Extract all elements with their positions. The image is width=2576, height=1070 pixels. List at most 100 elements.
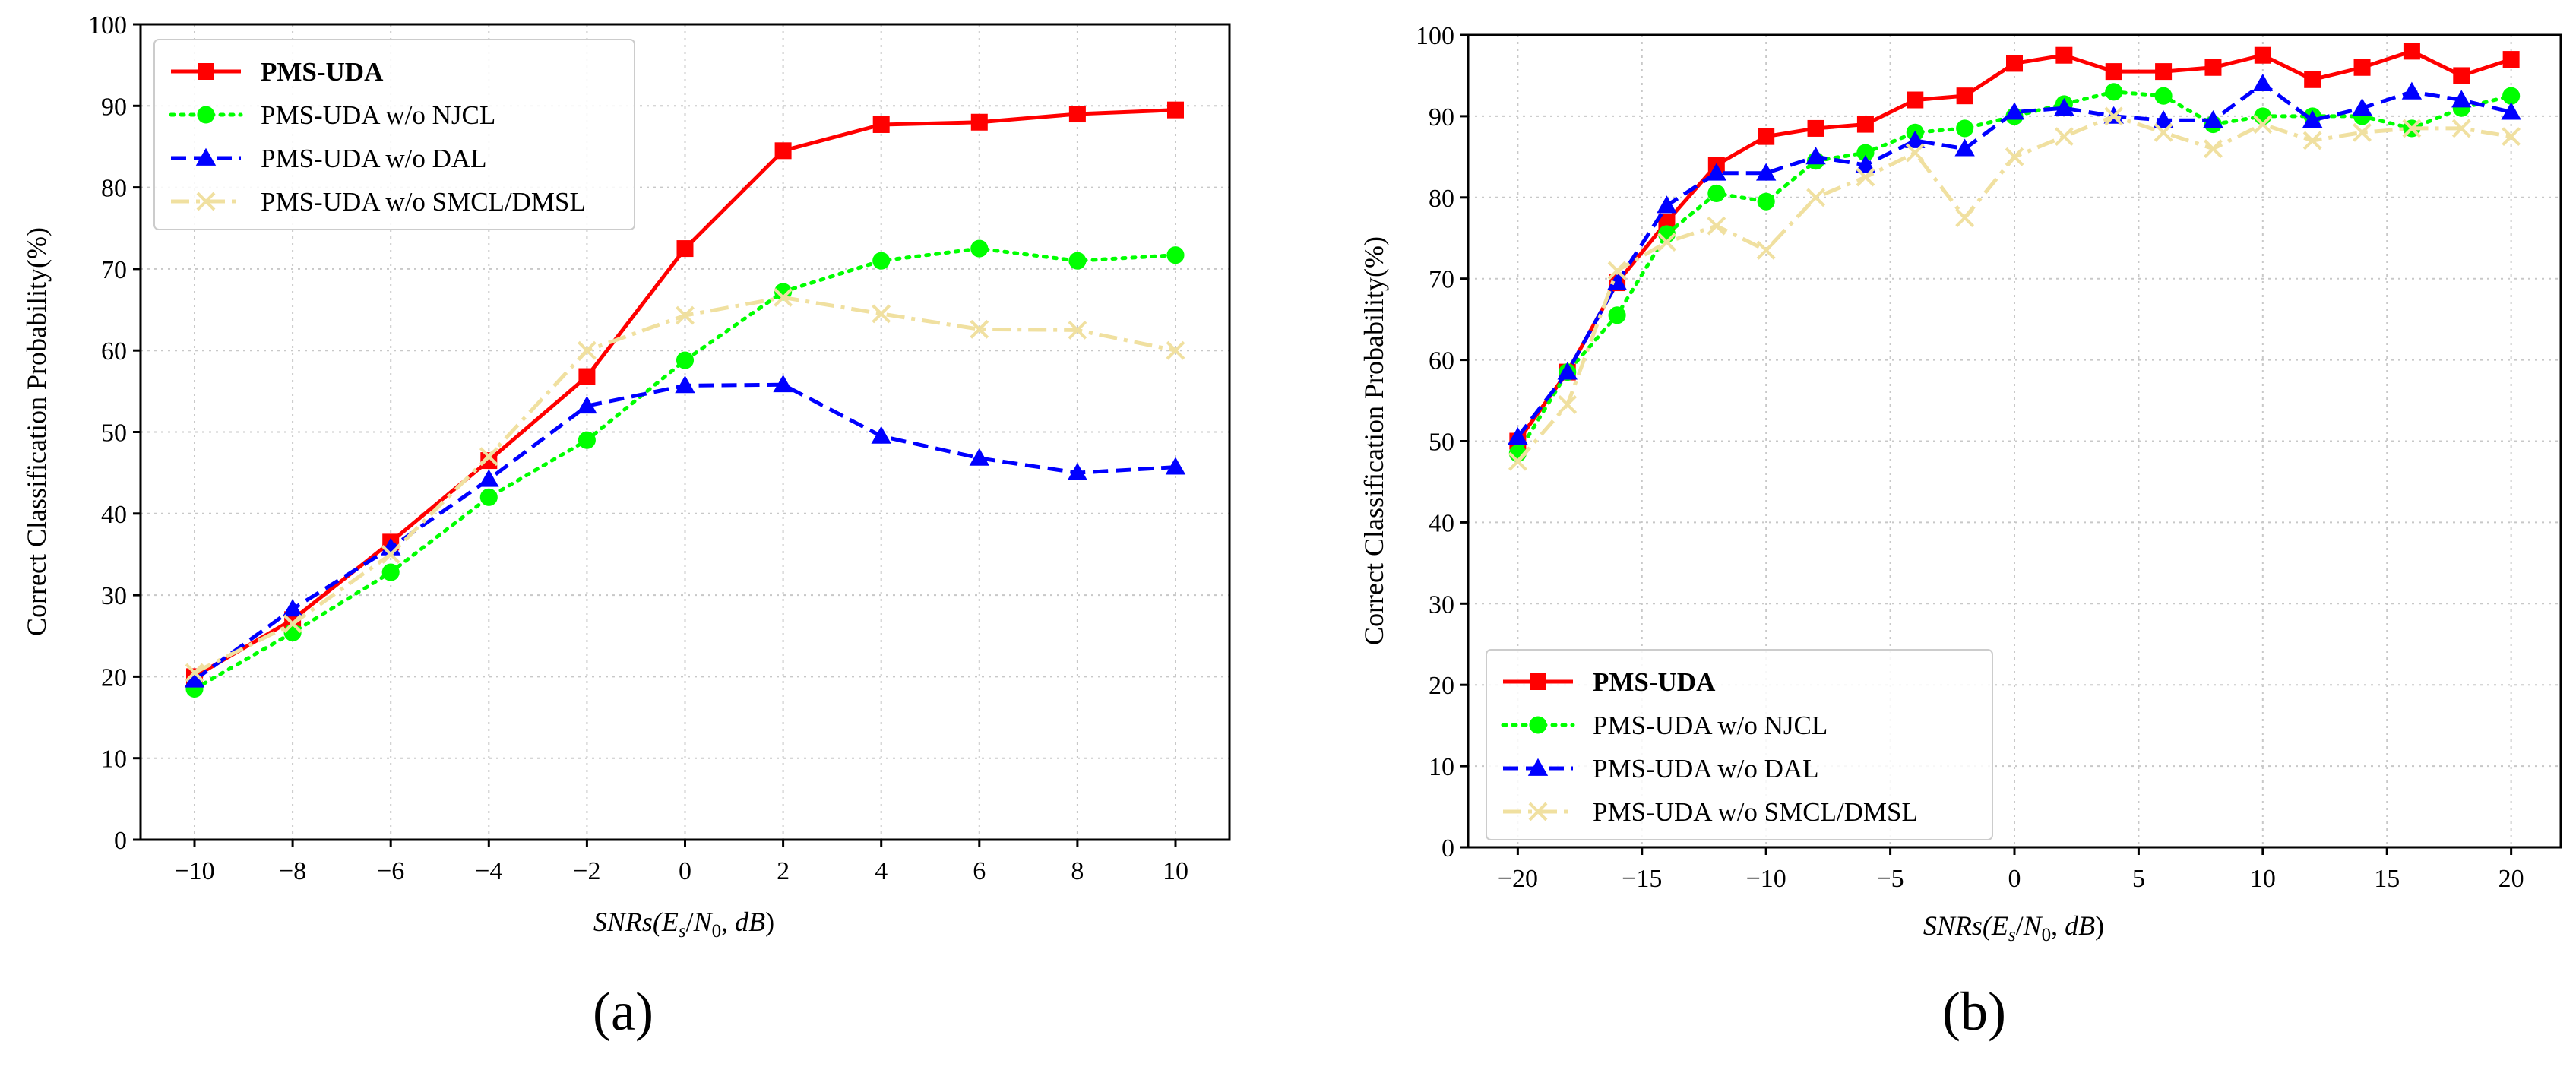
y-tick-label: 20 bbox=[101, 663, 127, 692]
data-point bbox=[479, 469, 499, 487]
x-tick-label: 4 bbox=[875, 857, 888, 885]
x-tick-label: −6 bbox=[377, 857, 404, 885]
legend-label: PMS-UDA bbox=[1593, 667, 1716, 697]
data-point bbox=[2055, 46, 2073, 64]
data-point bbox=[578, 368, 596, 385]
data-point bbox=[2453, 67, 2470, 84]
data-point bbox=[1165, 457, 1186, 475]
x-axis-label-part: dB bbox=[2065, 910, 2095, 941]
x-tick-label: −10 bbox=[1746, 865, 1786, 893]
legend-label: PMS-UDA bbox=[261, 57, 384, 87]
data-point bbox=[2501, 102, 2521, 120]
data-point bbox=[479, 447, 498, 467]
data-point bbox=[1657, 195, 1677, 214]
x-axis-label: SNRs(Es/N0, dB) bbox=[593, 907, 774, 942]
data-point bbox=[1607, 261, 1627, 280]
series-line bbox=[1515, 90, 2514, 456]
data-point bbox=[2401, 81, 2423, 100]
data-point bbox=[1856, 116, 1874, 133]
data-point bbox=[1707, 216, 1726, 236]
data-point bbox=[2203, 110, 2223, 128]
data-point bbox=[2105, 83, 2123, 101]
data-point bbox=[1707, 184, 1726, 203]
data-point bbox=[675, 375, 695, 394]
legend-marker bbox=[196, 192, 216, 211]
y-axis-label: Correct Classification Probability(%) bbox=[21, 227, 52, 636]
x-tick-label: 10 bbox=[2250, 865, 2276, 893]
data-point bbox=[184, 670, 205, 688]
data-point bbox=[1856, 144, 1875, 162]
legend-marker bbox=[1530, 673, 1546, 690]
chart-a: −10 −8 −6 −4 −2 0 2 4 6 8 100102030405060708090100… bbox=[21, 11, 1231, 1042]
data-point bbox=[1558, 394, 1578, 414]
data-point bbox=[2304, 71, 2321, 88]
series-pms-uda-w-o-njcl bbox=[1508, 83, 2521, 463]
y-tick-label: 30 bbox=[1429, 590, 1454, 619]
legend: PMS-UDA PMS-UDA w/o NJCL PMS-UDA w/o DAL PM… bbox=[1486, 649, 1993, 840]
x-axis-label-part: E bbox=[661, 907, 679, 937]
x-tick-label: −5 bbox=[1876, 865, 1904, 893]
data-point bbox=[480, 452, 498, 470]
x-axis-label-part: SNRs( bbox=[1923, 910, 1993, 941]
y-tick-label: 70 bbox=[1429, 266, 1454, 294]
data-point bbox=[773, 375, 793, 393]
data-point bbox=[578, 431, 596, 449]
data-point bbox=[872, 252, 891, 270]
data-point bbox=[1657, 233, 1676, 252]
x-tick-label: 0 bbox=[2008, 865, 2021, 893]
y-tick-label: 60 bbox=[1429, 347, 1454, 375]
y-tick-label: 70 bbox=[101, 256, 127, 284]
data-point bbox=[2451, 119, 2471, 138]
data-point bbox=[1905, 143, 1925, 163]
x-axis-label-part: ) bbox=[765, 907, 774, 937]
legend-marker bbox=[197, 106, 215, 124]
x-tick-label: 2 bbox=[777, 857, 790, 885]
data-point bbox=[2402, 119, 2422, 138]
data-point bbox=[2451, 90, 2472, 108]
data-point bbox=[1067, 462, 1088, 481]
y-tick-label: 10 bbox=[1429, 753, 1454, 781]
data-point bbox=[1608, 306, 1626, 324]
data-point bbox=[2054, 127, 2074, 147]
x-axis-label-part: dB bbox=[735, 907, 765, 937]
x-axis-label-part: N bbox=[693, 907, 714, 937]
x-tick-label: 10 bbox=[1163, 857, 1188, 885]
data-point bbox=[676, 351, 695, 369]
data-point bbox=[283, 623, 302, 642]
data-point bbox=[1905, 130, 1926, 148]
data-point bbox=[2254, 46, 2271, 64]
data-point bbox=[1856, 167, 1875, 187]
data-point bbox=[2105, 63, 2122, 81]
data-point bbox=[1557, 362, 1578, 380]
series-pms-uda-w-o-smcl-dmsl bbox=[185, 288, 1185, 682]
data-point bbox=[1955, 208, 1975, 227]
data-point bbox=[1758, 128, 1775, 145]
legend-marker bbox=[1528, 802, 1548, 821]
data-point bbox=[774, 283, 793, 301]
data-point bbox=[1956, 119, 1974, 138]
data-point bbox=[872, 304, 891, 324]
data-point bbox=[1806, 188, 1825, 207]
y-axis-label: Correct Classification Probability(%) bbox=[1359, 236, 1389, 645]
x-axis-label-part: N bbox=[2023, 910, 2043, 941]
x-tick-label: 5 bbox=[2132, 865, 2145, 893]
y-tick-label: 80 bbox=[1429, 185, 1454, 213]
x-axis-label-part: ) bbox=[2095, 910, 2104, 941]
x-axis-label-part: s bbox=[679, 921, 686, 942]
legend-marker bbox=[1529, 716, 1547, 734]
panel-label: (a) bbox=[593, 981, 653, 1042]
data-point bbox=[676, 305, 695, 325]
legend-label: PMS-UDA w/o NJCL bbox=[261, 100, 495, 130]
x-axis-label-part: 0 bbox=[712, 921, 722, 942]
data-point bbox=[2302, 131, 2322, 150]
x-tick-label: 20 bbox=[2498, 865, 2524, 893]
data-point bbox=[970, 239, 989, 258]
data-point bbox=[872, 116, 890, 133]
data-point bbox=[479, 488, 498, 506]
data-point bbox=[871, 426, 891, 444]
x-tick-label: −4 bbox=[475, 857, 502, 885]
data-point bbox=[2502, 87, 2521, 105]
data-point bbox=[2253, 115, 2273, 135]
legend-marker bbox=[198, 63, 214, 80]
